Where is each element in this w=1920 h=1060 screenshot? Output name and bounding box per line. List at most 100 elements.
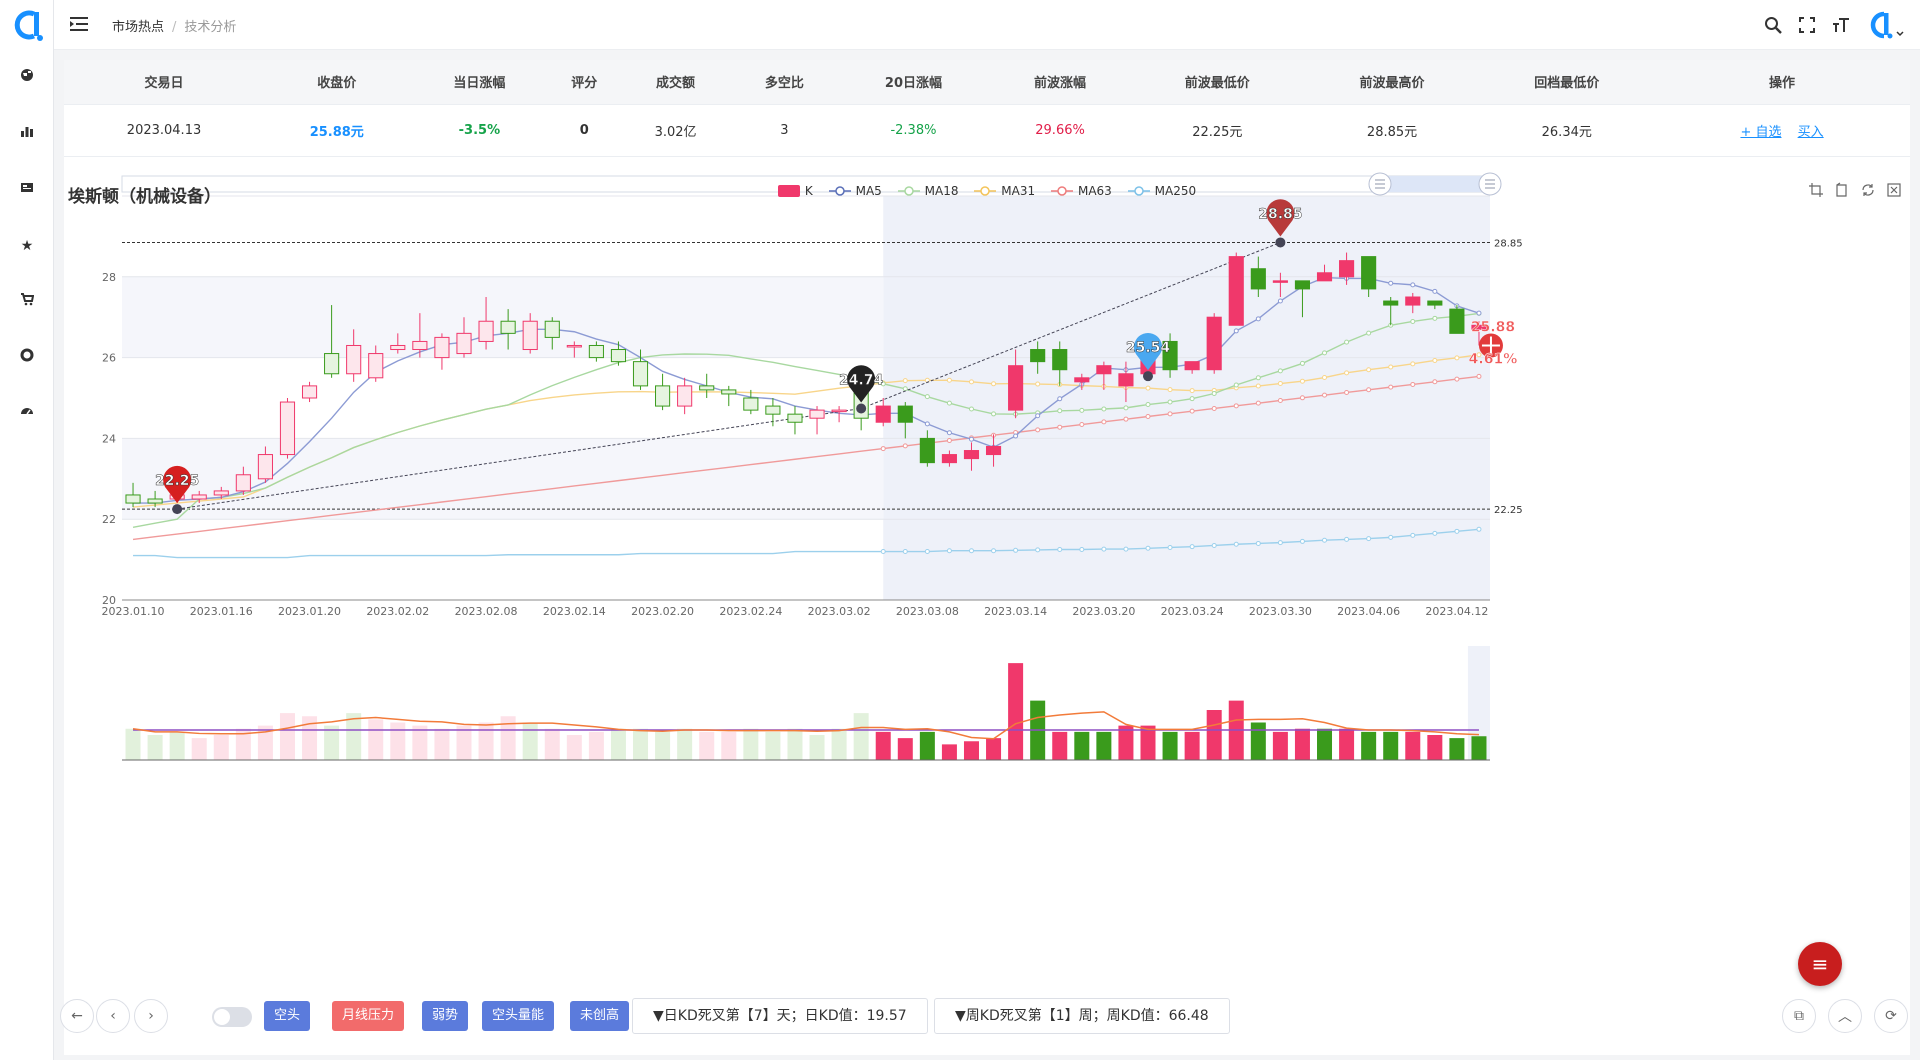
ma18-line-point — [991, 411, 997, 417]
ma63-line-point — [1454, 376, 1460, 382]
tag-monthly-pressure[interactable]: 月线压力 — [332, 1001, 405, 1031]
bar-chart-icon[interactable] — [17, 124, 37, 144]
user-avatar[interactable] — [1864, 11, 1904, 39]
prev-button[interactable]: ‹ — [96, 999, 130, 1033]
volume-bar — [1096, 731, 1112, 760]
app-logo[interactable] — [10, 8, 44, 42]
ma18-line — [132, 312, 1480, 528]
menu-toggle-icon[interactable] — [70, 15, 88, 33]
volume-bar — [1008, 663, 1024, 760]
legend-ma5[interactable]: MA5 — [828, 184, 882, 198]
ma18-line-point — [924, 394, 930, 400]
ma63-line-point — [1432, 379, 1438, 385]
ma250-line-point — [924, 549, 930, 555]
ma250-line-point — [1233, 541, 1239, 547]
candle — [191, 490, 207, 504]
fullscreen-icon[interactable] — [1796, 14, 1818, 36]
candle — [1383, 297, 1399, 326]
tag-bear-volume[interactable]: 空头量能 — [482, 1001, 555, 1031]
font-size-icon[interactable] — [1830, 14, 1852, 36]
breadcrumb-home[interactable]: 市场热点 — [112, 20, 165, 35]
ma31-line-point — [902, 378, 908, 384]
star-icon[interactable]: ★ — [20, 238, 34, 254]
candle-body — [655, 385, 671, 407]
refresh-button[interactable]: ⟳ — [1874, 999, 1908, 1033]
volume-bar — [257, 725, 273, 760]
next-button[interactable]: › — [134, 999, 168, 1033]
candle-body — [1228, 256, 1244, 326]
support-icon[interactable] — [17, 348, 37, 368]
crop-icon[interactable] — [1808, 182, 1824, 198]
last-price-label: 25.88 — [1471, 319, 1515, 335]
scroll-top-button[interactable]: ︿ — [1828, 999, 1862, 1033]
news-icon[interactable] — [17, 180, 37, 200]
volume-bar — [1339, 728, 1355, 760]
zoom-handle-grip — [1375, 179, 1385, 189]
candle-body — [191, 494, 207, 500]
candle-body — [699, 385, 715, 391]
ma250-line-point — [1101, 546, 1107, 552]
x-tick-label: 2023.03.02 — [808, 605, 871, 618]
globe-icon[interactable] — [17, 68, 37, 88]
legend-ma31[interactable]: MA31 — [974, 184, 1035, 198]
candle-body — [809, 409, 825, 419]
ma63-line-point — [1388, 384, 1394, 390]
volume-bar — [699, 731, 715, 760]
candle — [721, 385, 737, 407]
main-panel: 交易日 收盘价 当日涨幅 评分 成交额 多空比 20日涨幅 前波涨幅 前波最低价… — [60, 60, 1910, 1055]
y-tick-label: 26 — [102, 352, 116, 365]
mode-toggle[interactable] — [212, 1007, 252, 1027]
add-watchlist-link[interactable]: + 自选 — [1740, 124, 1782, 140]
ma5-line-point — [924, 421, 930, 427]
top-toolbar — [1762, 10, 1904, 40]
x-tick-label: 2023.02.20 — [631, 605, 694, 618]
candle — [368, 345, 384, 382]
ma63-line — [132, 375, 1480, 541]
x-tick-label: 2023.03.20 — [1072, 605, 1135, 618]
candle — [301, 381, 318, 403]
ma63-line-point — [1277, 397, 1283, 403]
x-tick-label: 2023.04.12 — [1425, 605, 1488, 618]
legend-ma250[interactable]: MA250 — [1127, 184, 1196, 198]
ma250-line-point — [1299, 538, 1305, 544]
daily-kd-indicator[interactable]: ▼日KD死叉第【7】天；日KD值：19.57 — [632, 998, 928, 1034]
ma5-line-point — [1277, 298, 1283, 304]
cart-icon[interactable] — [17, 292, 37, 312]
tag-weak[interactable]: 弱势 — [422, 1001, 469, 1031]
ma18-line-point — [1410, 318, 1416, 324]
weekly-kd-indicator[interactable]: ▼周KD死叉第【1】周；周KD值：66.48 — [934, 998, 1230, 1034]
volume-bar — [875, 731, 891, 760]
clear-icon[interactable] — [1886, 182, 1902, 198]
ma5-line-point — [1233, 328, 1239, 334]
menu-fab-button[interactable]: ≡ — [1798, 942, 1842, 986]
volume-bar — [897, 738, 913, 760]
tag-no-new-high[interactable]: 未创高 — [570, 1001, 630, 1031]
search-icon[interactable] — [1762, 14, 1784, 36]
candle — [346, 329, 362, 382]
cell-close: 25.88元 — [264, 104, 410, 157]
ma18-line-point — [1277, 368, 1283, 374]
copy-button[interactable]: ⧉ — [1782, 999, 1816, 1033]
legend-k[interactable]: K — [777, 184, 813, 198]
buy-link[interactable]: 买入 — [1797, 124, 1824, 140]
dashboard-icon[interactable] — [17, 404, 37, 424]
ma250-line-point — [1344, 536, 1350, 542]
candle-body — [875, 405, 891, 423]
ma250-line-point — [1123, 546, 1129, 552]
tag-bear[interactable]: 空头 — [264, 1001, 311, 1031]
candle-body — [566, 344, 582, 348]
candle-body — [1471, 324, 1487, 330]
ma18-line-point — [1079, 407, 1085, 413]
legend-ma63[interactable]: MA63 — [1050, 184, 1112, 198]
legend-ma18[interactable]: MA18 — [897, 184, 958, 198]
ma5-line-point — [1476, 310, 1482, 316]
chart-legend: K MA5 MA18 MA31 MA63 MA250 — [64, 184, 1910, 200]
ma250-line-point — [1211, 542, 1217, 548]
ma250-line-point — [902, 549, 908, 555]
restore-icon[interactable] — [1860, 182, 1876, 198]
back-button[interactable]: ← — [60, 999, 94, 1033]
candle-body — [1427, 300, 1443, 306]
zoom-reset-icon[interactable] — [1834, 182, 1850, 198]
ma250-line-point — [1079, 547, 1085, 552]
